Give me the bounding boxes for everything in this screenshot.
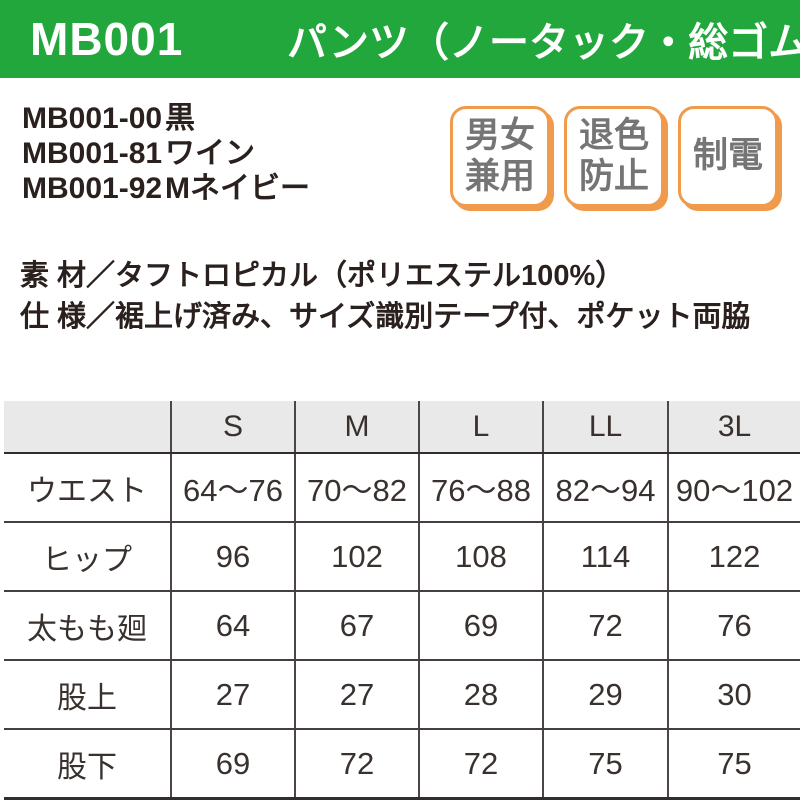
colorway-name: Mネイビー	[165, 172, 310, 205]
size-value: 72	[418, 729, 543, 800]
product-details: 素 材／タフトロピカル（ポリエステル100%） 仕 様／裾上げ済み、サイズ識別テ…	[20, 256, 750, 338]
size-value: 64	[170, 591, 295, 661]
row-label: 股上	[4, 660, 171, 730]
size-value: 67	[294, 591, 419, 661]
size-column-header: 3L	[667, 401, 800, 454]
badge-text-line: 防止	[578, 156, 649, 196]
size-value: 28	[418, 660, 543, 730]
table-row-rise: 股上 27 27 28 29 30	[4, 660, 800, 730]
size-column-header: S	[170, 401, 295, 454]
colorway-code: MB001-81	[22, 137, 163, 170]
badge-text-line: 兼用	[464, 156, 535, 196]
size-column-header	[4, 401, 171, 454]
size-value: 69	[170, 729, 295, 800]
size-value: 29	[542, 660, 668, 730]
row-label: ウエスト	[4, 453, 171, 523]
colorway-list: MB001-00 黒 MB001-81 ワイン MB001-92 Mネイビー	[22, 101, 310, 206]
row-label: 太もも廻	[4, 591, 171, 661]
size-column-header: M	[294, 401, 419, 454]
size-value: 70〜82	[294, 453, 419, 523]
table-row-inseam: 股下 69 72 72 75 75	[4, 729, 800, 800]
size-value: 75	[542, 729, 668, 800]
colorway-item: MB001-92 Mネイビー	[22, 171, 310, 206]
size-value: 76〜88	[418, 453, 543, 523]
size-value: 102	[294, 522, 419, 592]
product-code: MB001	[30, 13, 184, 65]
size-value: 64〜76	[170, 453, 295, 523]
table-row-hip: ヒップ 96 102 108 114 122	[4, 522, 800, 592]
size-value: 122	[667, 522, 800, 592]
badge-antistatic: 制電	[678, 106, 778, 207]
product-header-bar: MB001 パンツ（ノータック・総ゴム）	[0, 0, 800, 78]
size-value: 69	[418, 591, 543, 661]
size-table-header-row: S M L LL 3L	[4, 401, 800, 454]
size-value: 114	[542, 522, 668, 592]
size-value: 108	[418, 522, 543, 592]
row-label: ヒップ	[4, 522, 171, 592]
size-value: 76	[667, 591, 800, 661]
size-column-header: L	[418, 401, 543, 454]
size-value: 72	[542, 591, 668, 661]
size-value: 27	[170, 660, 295, 730]
badge-text-line: 男女	[464, 115, 535, 155]
size-table: S M L LL 3L ウエスト 64〜76 70〜82 76〜88 82〜94…	[4, 401, 800, 800]
table-row-waist: ウエスト 64〜76 70〜82 76〜88 82〜94 90〜102	[4, 453, 800, 523]
table-row-thigh: 太もも廻 64 67 69 72 76	[4, 591, 800, 661]
size-value: 72	[294, 729, 419, 800]
badge-fade-prevention: 退色 防止	[564, 106, 664, 207]
badge-text-line: 制電	[692, 136, 763, 176]
size-value: 30	[667, 660, 800, 730]
size-column-header: LL	[542, 401, 668, 454]
feature-badge-group: 男女 兼用 退色 防止 制電	[450, 106, 778, 207]
size-value: 96	[170, 522, 295, 592]
colorway-code: MB001-92	[22, 172, 163, 205]
size-value: 75	[667, 729, 800, 800]
size-value: 27	[294, 660, 419, 730]
material-line: 素 材／タフトロピカル（ポリエステル100%）	[20, 260, 625, 292]
colorway-name: 黒	[165, 102, 195, 135]
row-label: 股下	[4, 729, 171, 800]
badge-text-line: 退色	[578, 115, 649, 155]
colorway-name: ワイン	[165, 137, 255, 170]
colorway-item: MB001-81 ワイン	[22, 136, 310, 171]
badge-unisex: 男女 兼用	[450, 106, 550, 207]
colorway-item: MB001-00 黒	[22, 101, 310, 136]
spec-line: 仕 様／裾上げ済み、サイズ識別テープ付、ポケット両脇	[20, 301, 751, 333]
size-value: 90〜102	[667, 453, 800, 523]
product-title: パンツ（ノータック・総ゴム）	[287, 21, 800, 65]
colorway-code: MB001-00	[22, 102, 163, 135]
size-value: 82〜94	[542, 453, 668, 523]
